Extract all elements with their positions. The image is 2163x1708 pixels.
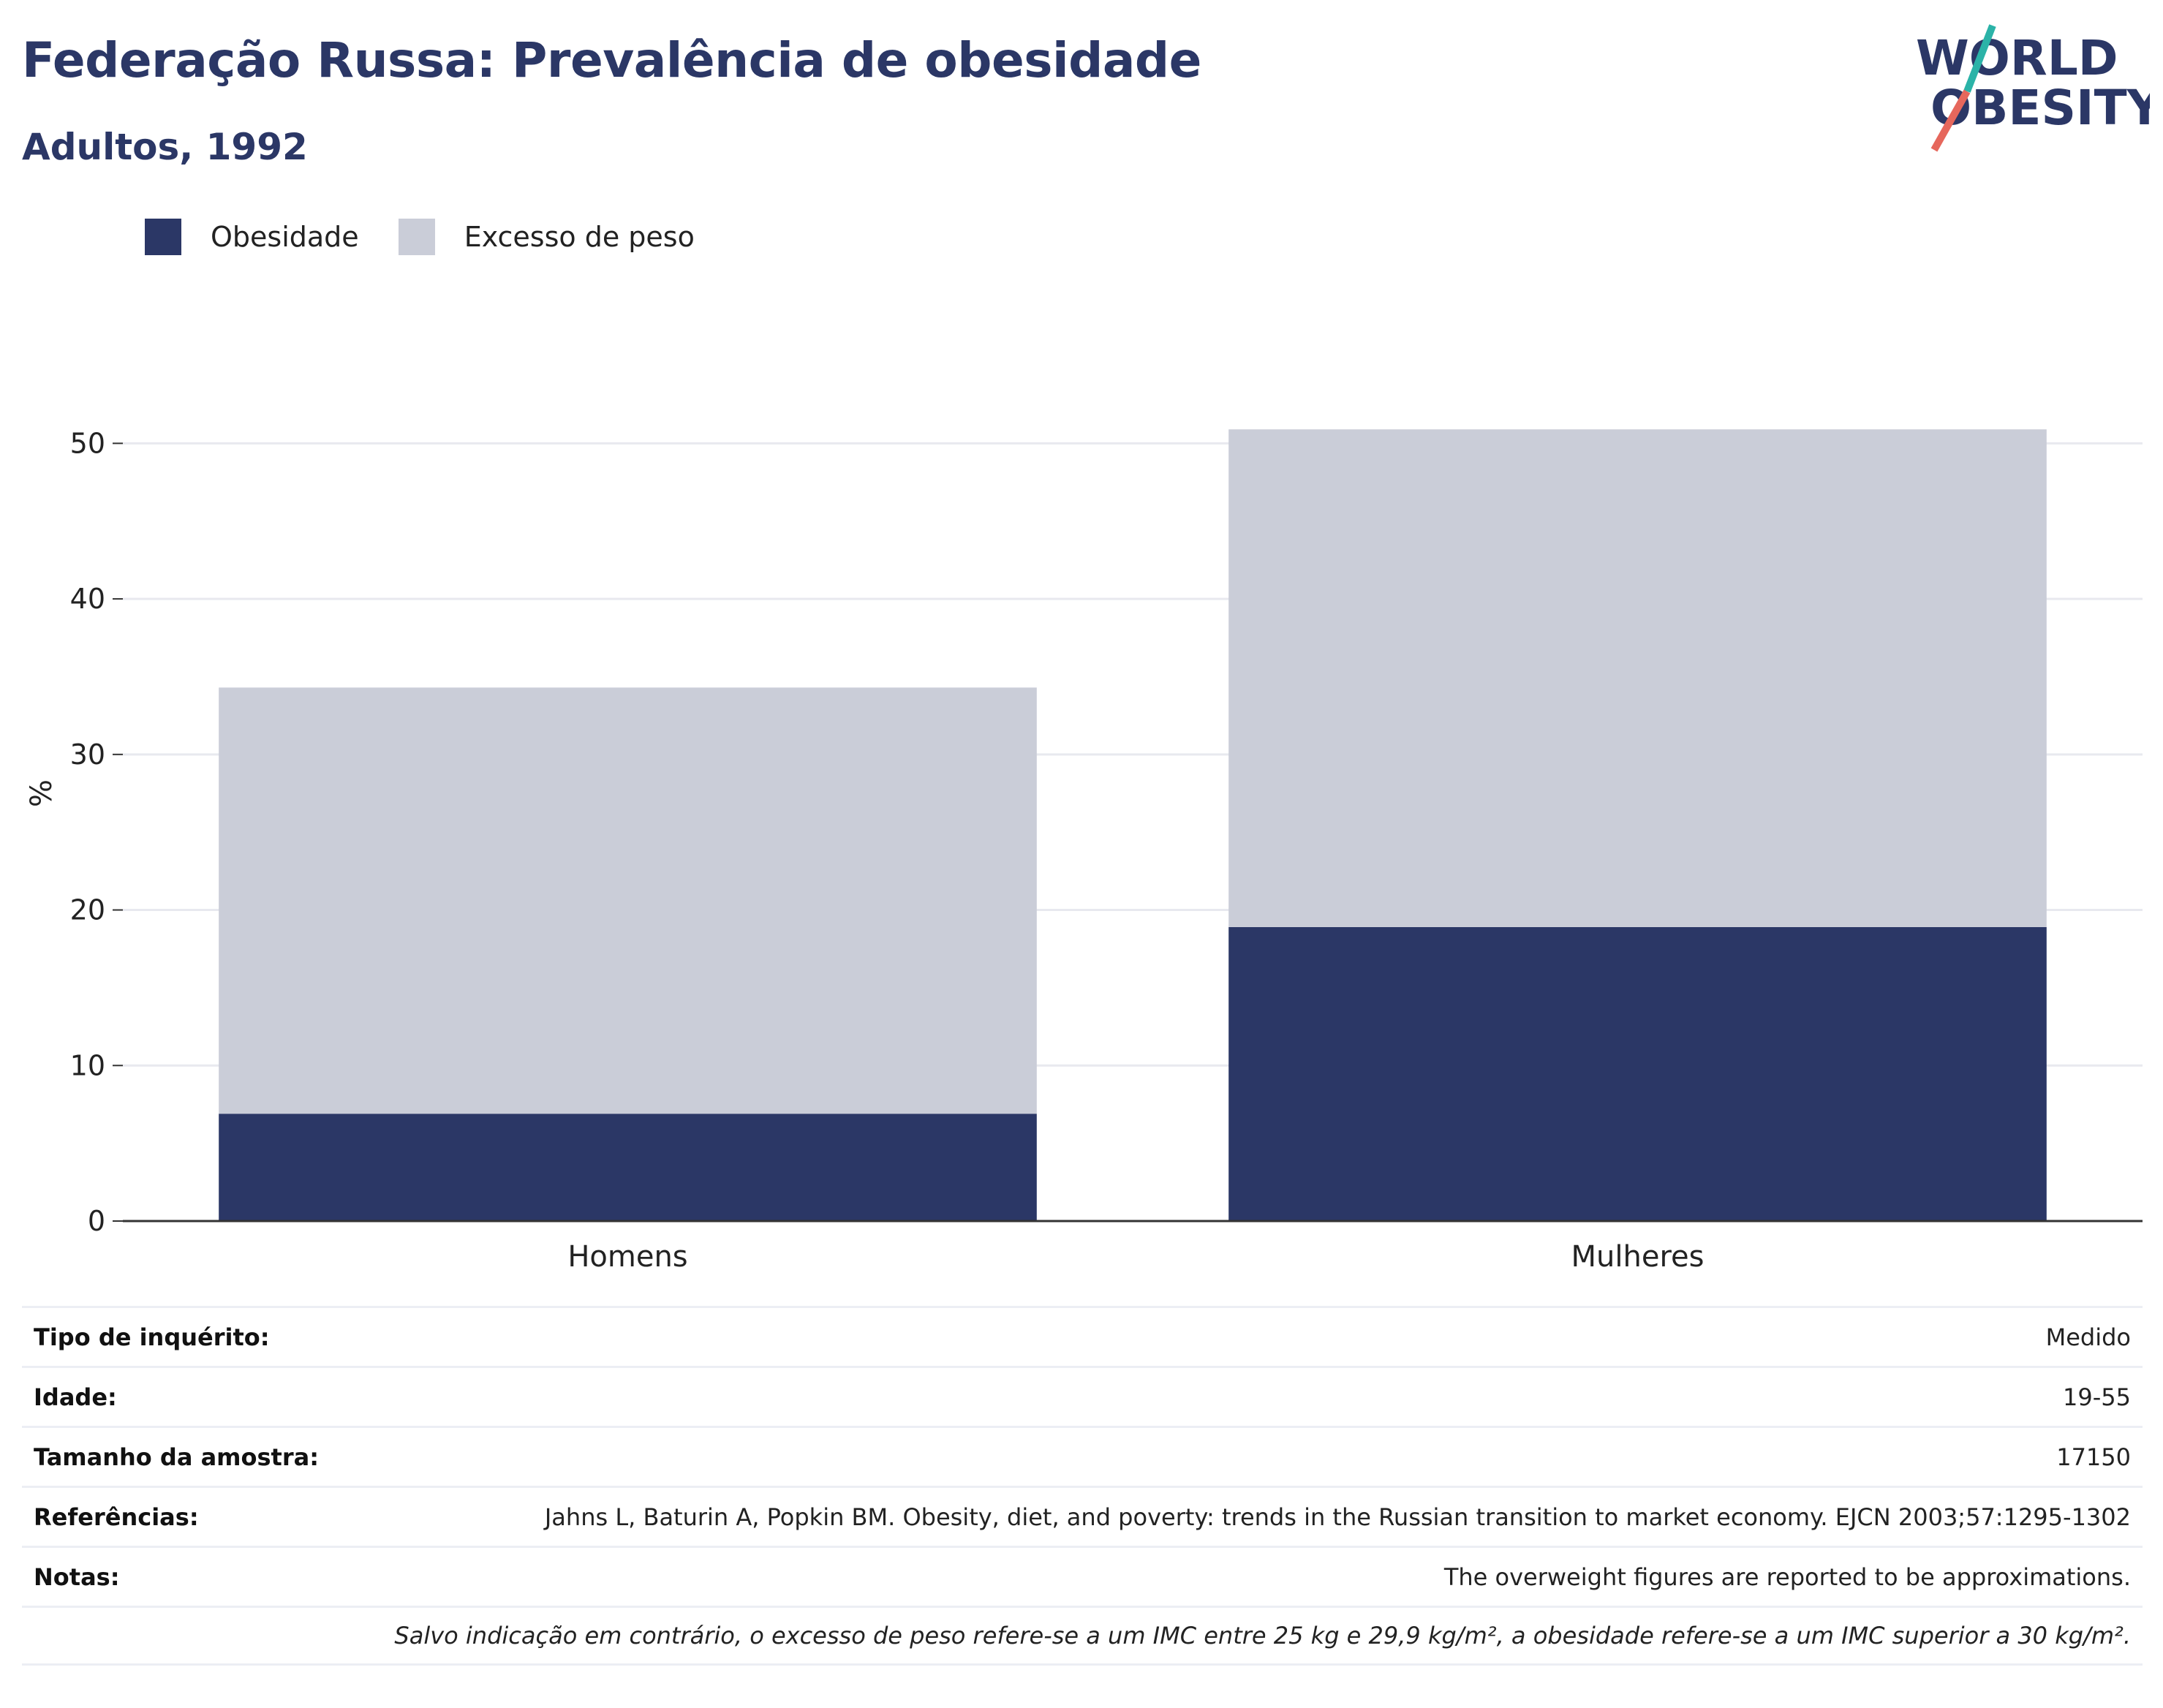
y-tick-label: 30 (70, 738, 105, 771)
legend-swatch-overweight (398, 219, 435, 255)
logo-text-line2: OBESITY (1930, 80, 2150, 136)
logo-slash-coral (1930, 89, 1971, 152)
survey-info-table: Tipo de inquérito: Medido Idade: 19-55 T… (22, 1306, 2143, 1666)
info-value: 19-55 (2063, 1383, 2131, 1411)
stacked-bar-chart: 0 10 20 30 40 50% Homens Mulheres (25, 427, 2143, 1272)
info-row-age: Idade: 19-55 (22, 1366, 2143, 1426)
legend-swatch-obesity (145, 219, 181, 255)
y-tick-label: 20 (70, 894, 105, 926)
chart-legend: Obesidade Excesso de peso (145, 216, 734, 257)
info-row-sample-size: Tamanho da amostra: 17150 (22, 1426, 2143, 1486)
info-label: Referências: (34, 1503, 199, 1531)
info-row-notes: Notas: The overweight figures are report… (22, 1546, 2143, 1606)
y-tick-label: 50 (70, 427, 105, 459)
y-tick-label: 10 (70, 1049, 105, 1081)
x-tick-label: Homens (567, 1240, 687, 1272)
x-tick-label: Mulheres (1571, 1240, 1705, 1272)
legend-label-obesity: Obesidade (211, 221, 359, 253)
info-label: Idade: (34, 1383, 117, 1411)
bar-overweight-mulheres (1228, 429, 2047, 927)
chart-subtitle: Adultos, 1992 (22, 126, 308, 168)
legend-item-obesity: Obesidade (145, 219, 359, 255)
info-label: Tamanho da amostra: (34, 1443, 319, 1471)
y-tick-label: 40 (70, 583, 105, 615)
chart-title: Federação Russa: Prevalência de obesidad… (22, 32, 1201, 88)
info-label: Tipo de inquérito: (34, 1323, 270, 1351)
bar-obesity-mulheres (1228, 926, 2047, 1221)
info-value: 17150 (2056, 1443, 2131, 1471)
legend-item-overweight: Excesso de peso (398, 219, 695, 255)
info-row-references: Referências: Jahns L, Baturin A, Popkin … (22, 1486, 2143, 1546)
info-value: Jahns L, Baturin A, Popkin BM. Obesity, … (544, 1503, 2131, 1531)
y-axis-label: % (25, 779, 58, 807)
bar-overweight-homens (219, 687, 1037, 1114)
bar-obesity-homens (219, 1114, 1037, 1221)
legend-label-overweight: Excesso de peso (464, 221, 695, 253)
info-row-survey-type: Tipo de inquérito: Medido (22, 1306, 2143, 1366)
logo-text-line1: WORLD (1916, 30, 2118, 86)
info-value: The overweight figures are reported to b… (1443, 1562, 2131, 1591)
y-tick-label: 0 (88, 1205, 105, 1237)
logo-slash-teal (1963, 24, 1996, 93)
info-value: Medido (2045, 1323, 2131, 1351)
bmi-definition-footnote: Salvo indicação em contrário, o excesso … (394, 1622, 2131, 1650)
info-row-footnote: Salvo indicação em contrário, o excesso … (22, 1606, 2143, 1666)
info-label: Notas: (34, 1562, 120, 1591)
world-obesity-logo: WORLD OBESITY (1916, 24, 2150, 152)
